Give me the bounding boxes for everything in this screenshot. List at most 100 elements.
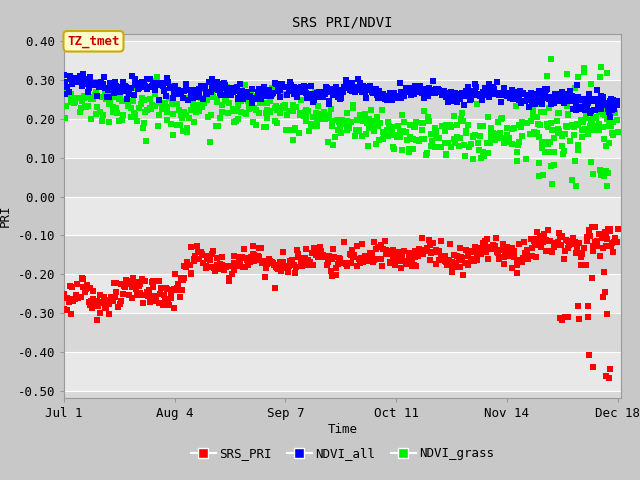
Point	[536, 108, 547, 116]
Point	[527, 252, 537, 260]
Point	[215, 114, 225, 122]
Point	[376, 263, 387, 270]
Point	[307, 98, 317, 106]
Point	[404, 260, 414, 267]
Point	[544, 238, 554, 245]
Point	[468, 87, 478, 95]
Point	[180, 81, 191, 88]
Point	[201, 262, 211, 270]
Point	[584, 232, 594, 240]
Point	[334, 118, 344, 126]
Point	[269, 118, 280, 125]
Point	[306, 83, 316, 90]
Point	[545, 119, 556, 127]
Point	[348, 79, 358, 87]
Point	[259, 83, 269, 91]
Point	[417, 127, 427, 134]
Point	[425, 256, 435, 264]
Point	[277, 80, 287, 87]
Point	[535, 98, 545, 106]
Point	[158, 82, 168, 90]
Point	[584, 90, 594, 98]
Point	[222, 263, 232, 270]
Point	[582, 102, 592, 110]
Point	[275, 258, 285, 266]
Point	[387, 127, 397, 135]
Point	[77, 275, 87, 282]
Point	[188, 104, 198, 111]
Point	[65, 72, 76, 80]
Point	[176, 111, 186, 119]
Point	[601, 167, 611, 174]
Point	[275, 109, 285, 117]
Point	[417, 89, 428, 97]
Point	[604, 140, 614, 147]
Point	[261, 264, 271, 271]
Point	[279, 263, 289, 271]
Point	[74, 295, 84, 302]
Point	[534, 93, 545, 101]
Point	[401, 260, 412, 268]
Point	[557, 232, 568, 240]
Point	[499, 139, 509, 146]
Point	[129, 109, 139, 117]
Point	[567, 121, 577, 129]
Point	[92, 81, 102, 88]
Point	[223, 274, 234, 282]
Point	[221, 94, 232, 101]
Point	[405, 85, 415, 93]
Point	[582, 126, 593, 134]
Point	[103, 92, 113, 100]
Point	[234, 96, 244, 104]
Point	[272, 119, 282, 127]
Point	[441, 150, 451, 157]
Point	[390, 254, 401, 262]
Point	[477, 91, 488, 99]
Point	[497, 114, 508, 122]
Point	[85, 73, 95, 81]
Point	[553, 109, 563, 117]
Point	[129, 91, 139, 99]
Point	[335, 86, 346, 94]
Point	[285, 78, 295, 86]
Point	[512, 95, 522, 102]
Point	[296, 83, 306, 90]
Point	[545, 148, 556, 156]
Point	[190, 105, 200, 112]
Point	[335, 255, 345, 263]
Point	[333, 94, 343, 101]
Point	[559, 255, 569, 263]
Point	[489, 245, 499, 252]
Point	[588, 97, 598, 105]
Point	[214, 265, 225, 273]
Point	[222, 83, 232, 90]
Point	[136, 82, 146, 90]
Point	[357, 84, 367, 92]
Point	[138, 124, 148, 132]
Point	[509, 253, 519, 261]
Point	[244, 105, 255, 113]
Point	[436, 237, 446, 245]
Point	[476, 92, 486, 100]
Point	[396, 94, 406, 101]
Bar	[64, 41, 621, 80]
Point	[547, 126, 557, 133]
Point	[327, 255, 337, 263]
Point	[339, 120, 349, 128]
Point	[587, 223, 597, 230]
Point	[241, 90, 251, 97]
Point	[472, 91, 482, 99]
Point	[425, 241, 435, 249]
Point	[326, 85, 336, 93]
Point	[445, 89, 455, 96]
Point	[531, 113, 541, 121]
Point	[582, 237, 592, 244]
Point	[426, 249, 436, 257]
Point	[490, 242, 500, 250]
Point	[403, 255, 413, 263]
Point	[252, 252, 262, 260]
Point	[69, 95, 79, 102]
Point	[292, 251, 303, 258]
Point	[130, 81, 140, 89]
Point	[602, 182, 612, 190]
